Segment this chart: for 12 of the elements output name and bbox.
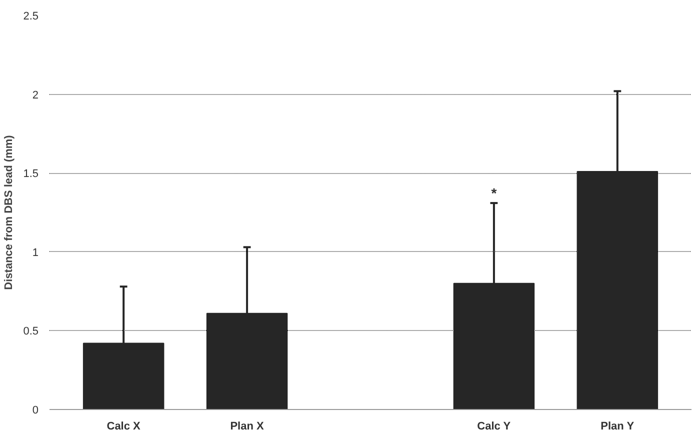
- x-tick-label: Calc X: [106, 420, 142, 432]
- y-tick-label: 1: [32, 246, 39, 259]
- y-tick-label: 0: [32, 404, 39, 416]
- x-tick-label: Plan Y: [600, 420, 635, 432]
- y-tick-label: 1.5: [23, 168, 39, 180]
- y-tick-label: 2.5: [23, 10, 39, 22]
- y-tick-label: 0.5: [23, 326, 39, 338]
- y-axis-title: Distance from DBS lead (mm): [3, 134, 16, 290]
- x-tick-label: Plan X: [230, 420, 265, 432]
- annotation: *: [491, 185, 498, 202]
- x-tick-label: Calc Y: [477, 420, 512, 432]
- y-tick-label: 2: [32, 89, 39, 102]
